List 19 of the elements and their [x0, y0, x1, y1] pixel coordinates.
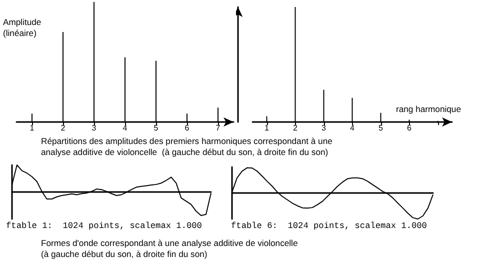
y-axis-title: Amplitude (linéaire)	[3, 17, 42, 38]
x-tick-label: 6	[184, 124, 190, 132]
text: ftable 1: 1024 points, scalemax 1.000	[6, 221, 202, 232]
x-tick-label: 1	[264, 124, 270, 132]
text: ftable 6: 1024 points, scalemax 1.000	[231, 221, 427, 232]
x-tick-label: 3	[322, 124, 327, 132]
text: Formes d'onde correspondant à une analyse additive de violoncelle (à gauche début du son, à droite fin du son)	[41, 238, 298, 259]
text: Répartitions des amplitudes des premiers harmoniques correspondant à une analyse additive de violoncelle (à gauche début du son, à droite fin du son)	[41, 136, 332, 157]
x-tick-label: 2	[60, 124, 66, 132]
x-tick-label: 1	[30, 124, 35, 132]
x-axis-title: rang harmonique	[396, 104, 461, 114]
x-tick-label: 4	[122, 124, 128, 132]
x-tick-label: 4	[350, 124, 356, 132]
x-tick-label: 5	[154, 124, 159, 132]
x-tick-label: 5	[378, 124, 384, 132]
x-tick-label: 7	[216, 124, 221, 132]
x-tick-label: 3	[92, 124, 97, 132]
x-tick-label: 6	[407, 124, 412, 132]
x-tick-label: 2	[293, 124, 298, 132]
